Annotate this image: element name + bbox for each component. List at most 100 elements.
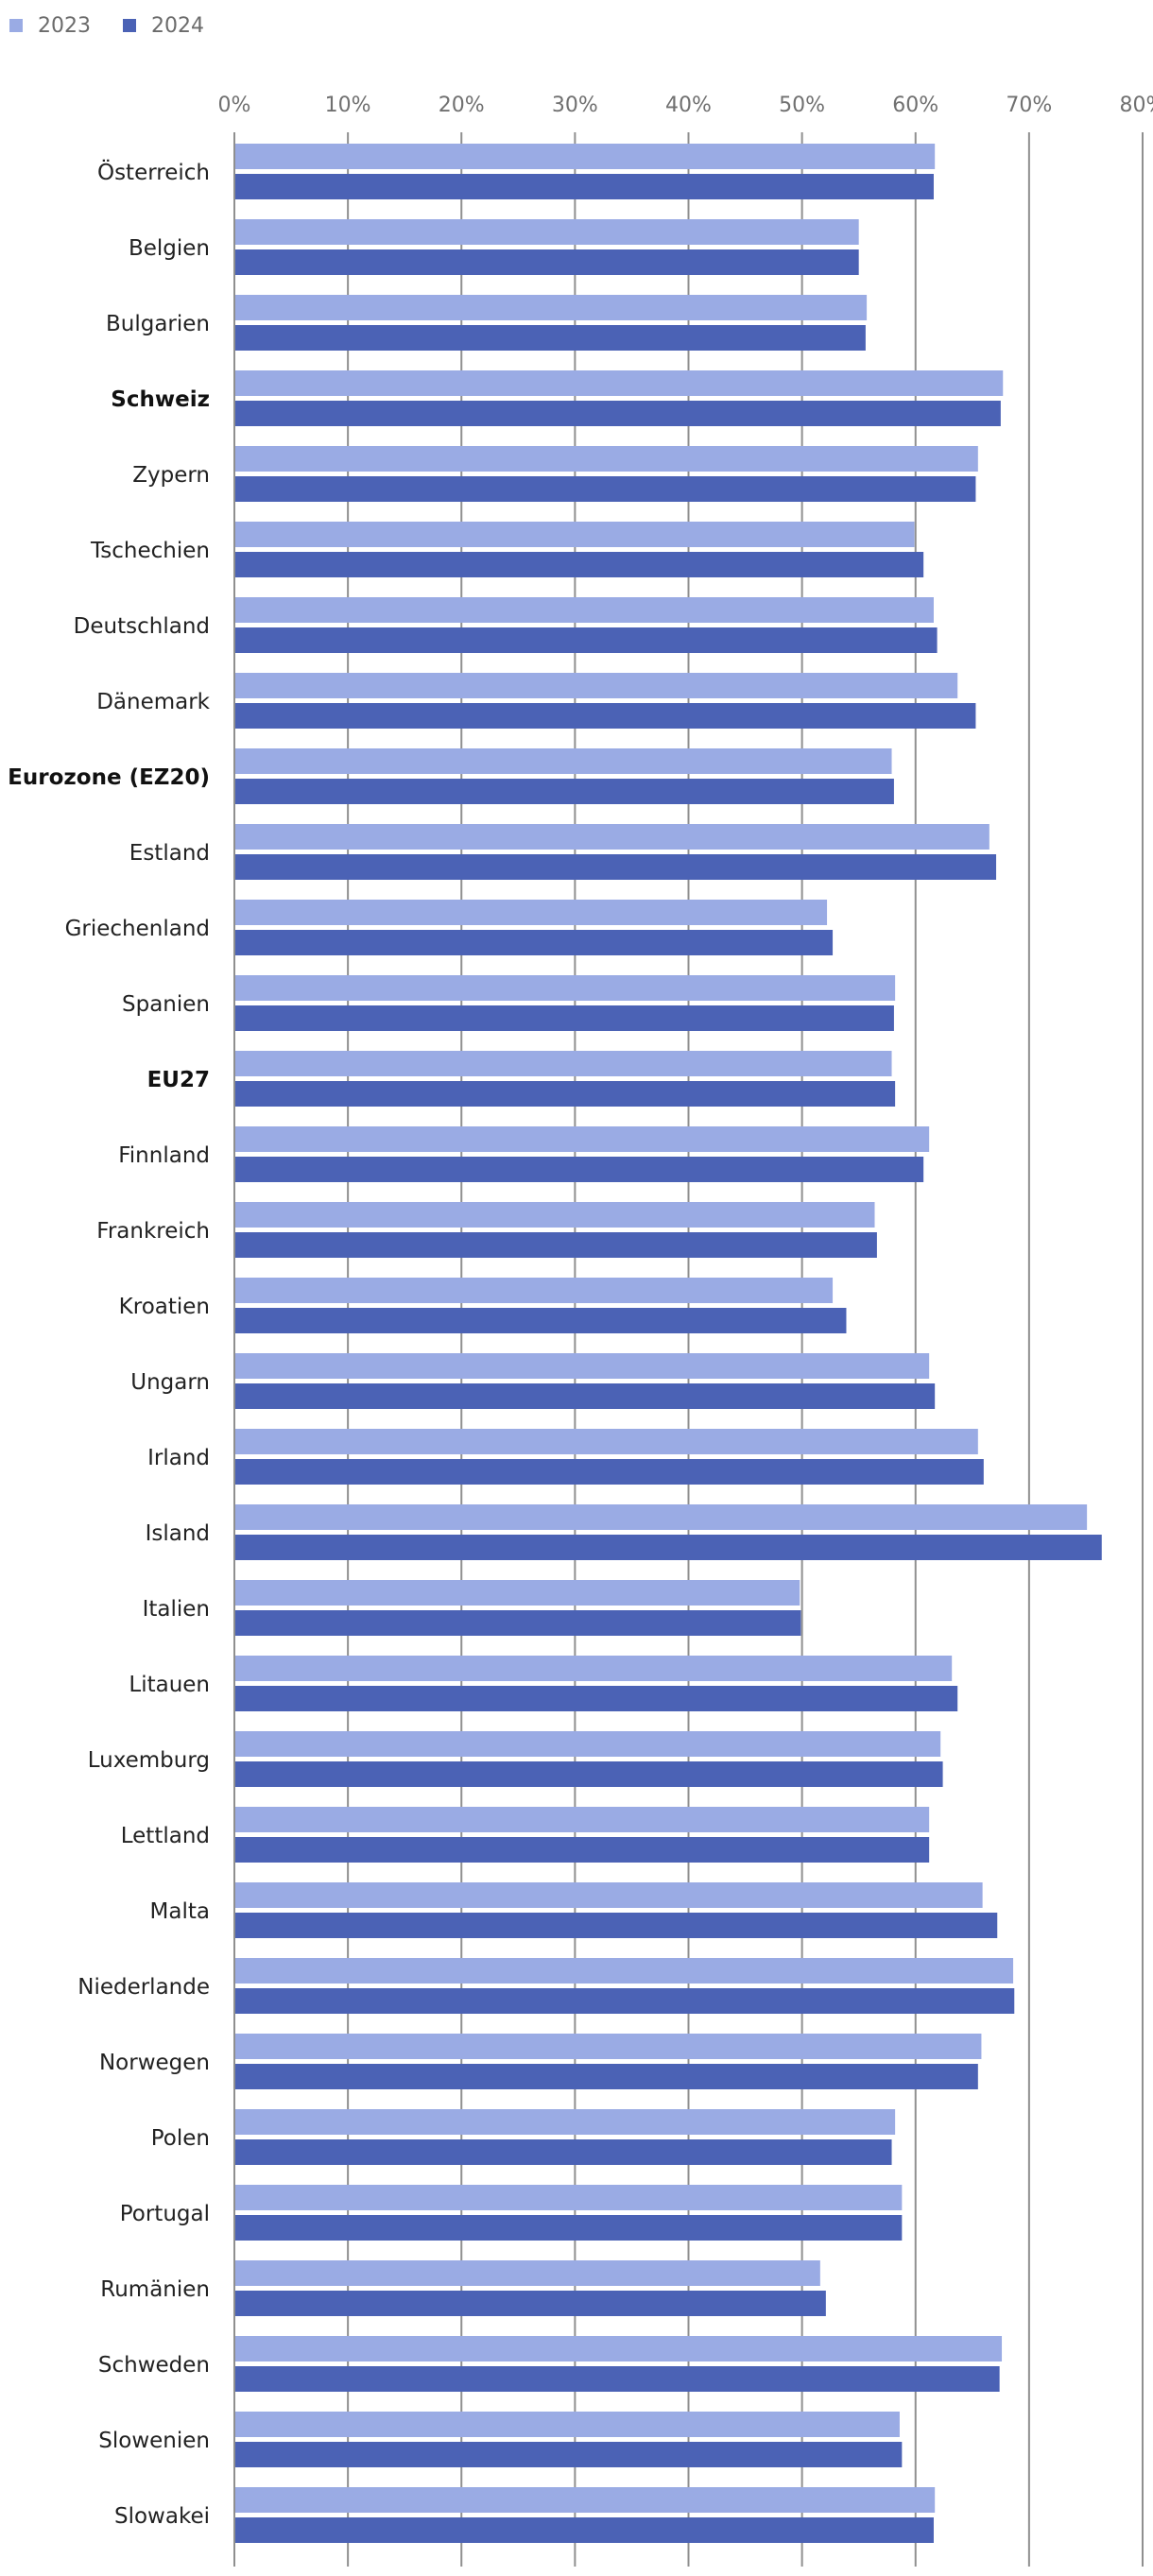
x-tick-label: 30% [552, 94, 598, 117]
bar-2024-10 [234, 930, 834, 955]
category-label: Dänemark [96, 690, 210, 714]
legend-swatch-2023 [9, 19, 23, 32]
bar-2024-26 [234, 2139, 892, 2165]
bar-2023-17 [234, 1429, 978, 1454]
bar-2023-21 [234, 1731, 941, 1757]
category-label: Tschechien [90, 539, 210, 563]
x-tick-label: 40% [665, 94, 712, 117]
bar-2023-27 [234, 2185, 903, 2210]
bar-2024-1 [234, 249, 859, 275]
bar-2023-4 [234, 446, 978, 472]
bar-2024-25 [234, 2064, 978, 2089]
bar-2023-11 [234, 975, 896, 1001]
bar-2024-7 [234, 703, 976, 729]
bar-2023-3 [234, 370, 1004, 396]
category-label: Island [146, 1521, 210, 1546]
bar-2023-2 [234, 295, 868, 320]
x-axis-ticks: 0% 10% 20% 30% 40% 50% 60% 70% 80% [218, 94, 1153, 117]
category-label: Lettland [121, 1824, 210, 1848]
bar-2023-14 [234, 1202, 875, 1228]
bar-2023-20 [234, 1656, 953, 1681]
category-label: Slowakei [114, 2504, 210, 2529]
bar-2023-26 [234, 2109, 896, 2135]
bar-2023-6 [234, 597, 934, 623]
bar-2024-21 [234, 1761, 943, 1787]
bar-2024-20 [234, 1686, 958, 1711]
bar-2024-27 [234, 2215, 903, 2241]
bar-2024-16 [234, 1383, 936, 1409]
bar-2024-29 [234, 2366, 1000, 2392]
bar-2024-5 [234, 552, 924, 577]
category-label: Luxemburg [88, 1748, 210, 1773]
category-label: Schweden [98, 2353, 210, 2378]
bar-2023-16 [234, 1353, 930, 1379]
category-label: Belgien [129, 236, 210, 261]
bar-2024-4 [234, 476, 976, 502]
bar-2023-0 [234, 144, 936, 169]
category-label: Portugal [120, 2202, 210, 2226]
category-label: Deutschland [74, 614, 210, 639]
bar-2024-15 [234, 1308, 847, 1333]
bar-2024-2 [234, 325, 866, 351]
category-label: Slowenien [98, 2429, 210, 2453]
bar-2023-12 [234, 1051, 892, 1076]
bar-2024-13 [234, 1157, 924, 1182]
category-label: Italien [143, 1597, 210, 1622]
category-label: Schweiz [111, 387, 210, 412]
bar-2023-31 [234, 2487, 936, 2513]
bar-2024-18 [234, 1535, 1102, 1560]
bar-2024-8 [234, 779, 894, 804]
category-label: Österreich [97, 159, 210, 185]
category-label: Polen [151, 2126, 210, 2151]
bar-2023-25 [234, 2034, 982, 2059]
bars [234, 144, 1102, 2543]
category-label: Finnland [118, 1143, 210, 1168]
bar-2024-28 [234, 2291, 826, 2316]
x-tick-label: 80% [1120, 94, 1153, 117]
bar-2024-11 [234, 1005, 894, 1031]
x-tick-label: 10% [325, 94, 371, 117]
bar-2024-22 [234, 1837, 930, 1863]
category-label: Bulgarien [106, 312, 210, 336]
bar-2024-17 [234, 1459, 984, 1485]
bar-2023-24 [234, 1958, 1014, 1984]
category-label: Griechenland [65, 917, 210, 941]
bar-2023-10 [234, 900, 828, 925]
legend-label-2024: 2024 [151, 14, 204, 38]
bar-2023-9 [234, 824, 990, 850]
x-tick-label: 60% [892, 94, 938, 117]
x-tick-label: 50% [779, 94, 825, 117]
bar-2023-29 [234, 2336, 1003, 2361]
x-tick-label: 20% [439, 94, 485, 117]
bar-2023-5 [234, 522, 915, 547]
bar-2023-19 [234, 1580, 800, 1606]
category-label: Spanien [122, 992, 210, 1017]
bar-2024-24 [234, 1988, 1015, 2014]
category-label: Frankreich [96, 1219, 210, 1244]
bar-2024-31 [234, 2517, 934, 2543]
bar-2023-28 [234, 2260, 820, 2286]
category-label: Litauen [129, 1673, 210, 1697]
bar-2023-7 [234, 673, 958, 698]
category-label: Niederlande [77, 1975, 210, 2000]
category-label: EU27 [147, 1068, 210, 1092]
bar-2023-13 [234, 1126, 930, 1152]
legend-swatch-2024 [123, 19, 136, 32]
bar-2024-19 [234, 1610, 801, 1636]
category-label: Malta [150, 1899, 210, 1924]
bar-2023-1 [234, 219, 859, 245]
bar-2023-22 [234, 1807, 930, 1832]
x-tick-label: 70% [1006, 94, 1052, 117]
category-label: Estland [129, 841, 210, 866]
x-tick-label: 0% [218, 94, 251, 117]
category-labels: Österreich Belgien Bulgarien Schweiz Zypern T… [8, 159, 211, 2529]
bar-2023-18 [234, 1504, 1088, 1530]
bar-2024-9 [234, 854, 997, 880]
category-label: Zypern [132, 463, 210, 488]
bar-2024-0 [234, 174, 934, 199]
legend-label-2023: 2023 [38, 14, 91, 38]
bar-2023-23 [234, 1882, 983, 1908]
bar-2023-8 [234, 748, 892, 774]
category-label: Norwegen [99, 2051, 210, 2075]
